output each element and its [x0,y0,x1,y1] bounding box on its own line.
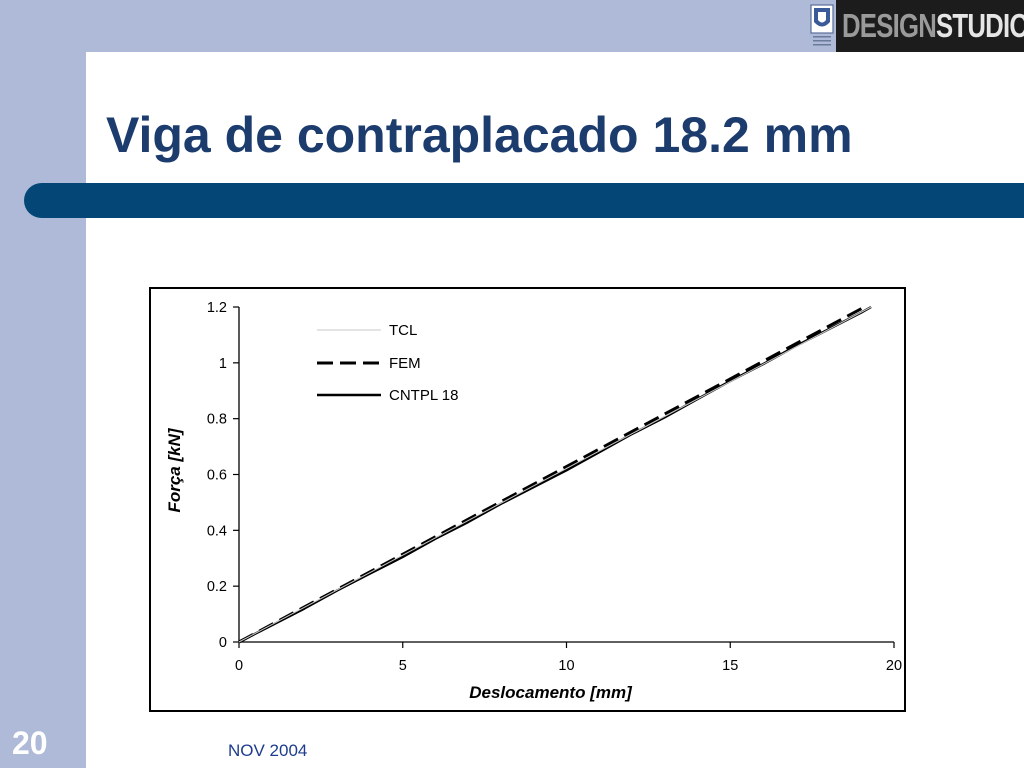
x-tick-label: 20 [886,658,902,674]
y-tick-label: 1 [219,356,227,372]
y-axis-label: Força [kN] [165,427,184,512]
content-area-corner [86,52,146,112]
x-tick-label: 10 [558,658,574,674]
designstudio-logo: DESIGN STUDIO [836,0,1024,52]
page-number: 20 [12,725,48,761]
footer-date: NOV 2004 [228,741,308,760]
x-axis-label: Deslocamento [mm] [469,683,633,702]
university-seal-icon [810,4,834,46]
series-line-cntpl-18 [238,305,872,644]
legend-label: FEM [389,355,421,372]
y-tick-label: 0.6 [207,468,227,484]
chart-frame: 0 0.2 0.4 0.6 0.8 1 1.2 0 5 10 15 20 Deslocamento [m… [149,287,906,712]
title-underline-bar [24,183,1024,218]
legend-label: TCL [389,322,417,339]
legend-label: CNTPL 18 [389,387,458,404]
x-tick-label: 0 [235,658,243,674]
legend: TCL FEM CNTPL 18 [317,322,458,404]
series-layer [238,305,872,644]
left-decorative-band [0,0,86,768]
y-tick-label: 0 [219,635,227,651]
slide-title: Viga de contraplacado 18.2 mm [106,107,853,163]
y-tick-label: 0.2 [207,579,227,595]
y-tick-label: 0.8 [207,412,227,428]
x-tick-label: 15 [722,658,738,674]
force-displacement-chart: 0 0.2 0.4 0.6 0.8 1 1.2 0 5 10 15 20 Deslocamento [m… [165,300,902,702]
y-tick-label: 0.4 [207,523,227,539]
logo-text-design: DESIGN [842,7,937,44]
y-tick-label: 1.2 [207,300,227,316]
series-line-tcl [238,306,872,643]
x-tick-label: 5 [399,658,407,674]
axes-layer: 0 0.2 0.4 0.6 0.8 1 1.2 0 5 10 15 20 Deslocamento [m… [165,300,902,702]
logo-text-studio: STUDIO [936,7,1024,44]
